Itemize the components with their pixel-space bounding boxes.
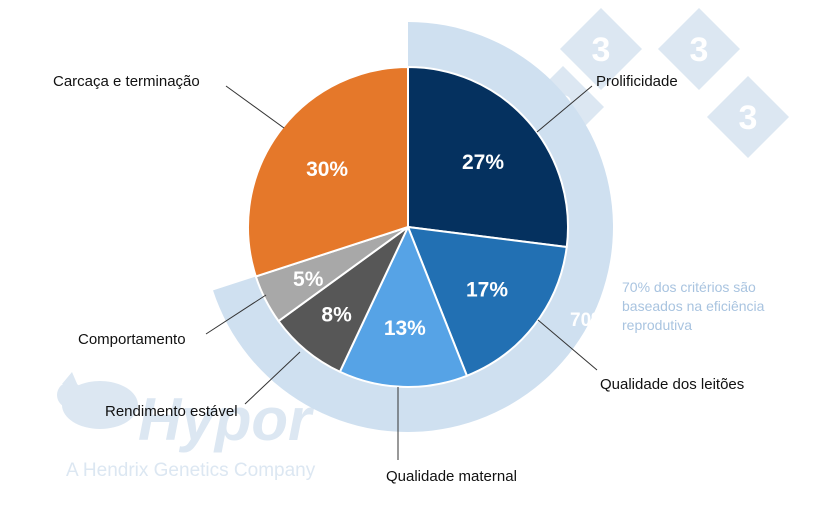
pie-slice-qualidade-maternal (338, 224, 469, 388)
leader-line-prolificidade (536, 85, 593, 133)
annotation-line-3: reprodutiva (622, 317, 692, 333)
pie-slice-qualidade-dos-leitoes (406, 225, 568, 378)
pie-percent-label-prolificidade: 27% (462, 151, 504, 174)
hypor-brand: Hypor (138, 386, 315, 453)
badge-digit: 3 (592, 31, 611, 69)
category-labels: Prolificidade Qualidade dos leitões Qual… (53, 73, 744, 485)
leader-line-comportamento (205, 294, 267, 335)
leader-line-carcaca (225, 85, 285, 129)
pie-slice-prolificidade (407, 65, 569, 249)
annotation-line-2: baseados na eficiência (622, 298, 765, 314)
pie-percent-label-rendimento-estavel: 8% (321, 303, 352, 326)
category-label-comportamento: Comportamento (78, 331, 186, 348)
hypor-watermark: Hypor A Hendrix Genetics Company (57, 372, 316, 481)
highlight-arc: 70% (213, 22, 613, 432)
annotation: 70% dos critérios são baseados na eficiê… (622, 279, 765, 333)
hypor-tagline: A Hendrix Genetics Company (66, 460, 316, 481)
badge-digit: 3 (690, 31, 709, 69)
pie-percent-label-qualidade-maternal: 13% (384, 317, 426, 340)
badge-digit: 3 (739, 99, 758, 137)
leader-line-qualidade-dos-leitoes (537, 319, 598, 371)
pie-percent-label-carcaca-e-terminacao: 30% (306, 158, 348, 181)
pie-slices (247, 65, 569, 388)
category-label-rendimento-estavel: Rendimento estável (105, 403, 238, 420)
leader-line-rendimento-estavel (244, 351, 301, 405)
category-label-qualidade-maternal: Qualidade maternal (386, 468, 517, 485)
pie-percent-label-comportamento: 5% (293, 268, 324, 291)
pie-percent-label-qualidade-dos-leitoes: 17% (466, 278, 508, 301)
pie-percent-labels: 27% 17% 13% 8% 5% 30% (293, 151, 508, 340)
category-label-carcaca: Carcaça e terminação (53, 73, 200, 90)
leader-lines (205, 85, 598, 460)
pie-slice-carcaca-e-terminacao (247, 65, 409, 278)
category-label-qualidade-dos-leitoes: Qualidade dos leitões (600, 376, 744, 393)
annotation-line-1: 70% dos critérios são (622, 279, 756, 295)
pig-icon (57, 372, 138, 429)
badge-diamond: 3 (706, 75, 790, 159)
category-label-prolificidade: Prolificidade (596, 73, 678, 90)
highlight-arc-label: 70% (570, 310, 608, 331)
